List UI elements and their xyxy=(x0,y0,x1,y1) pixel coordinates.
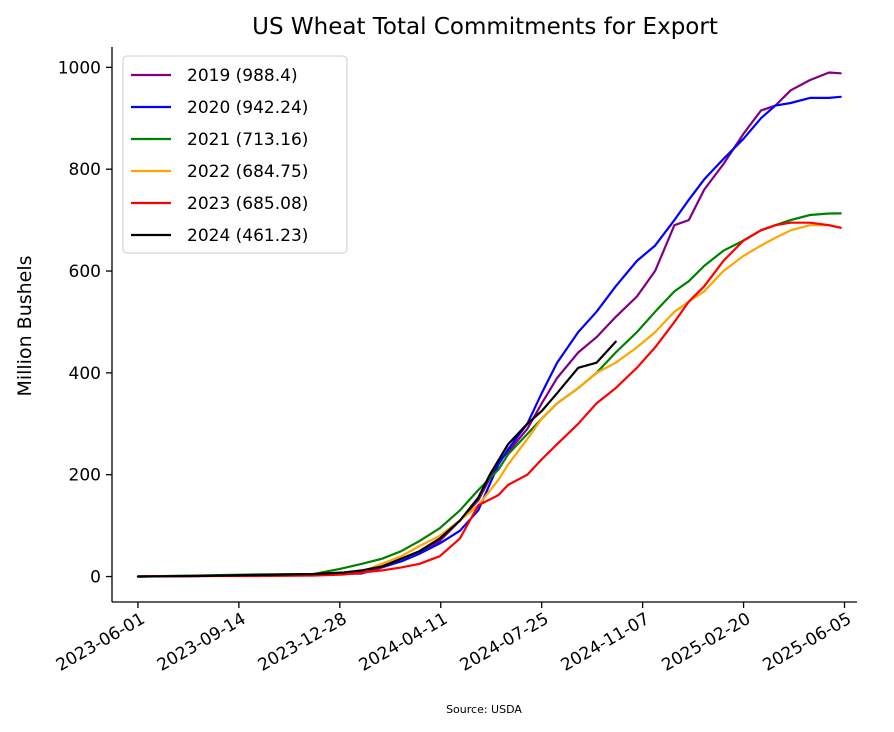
legend: 2019 (988.4) 2020 (942.24) 2021 (713.16) 20… xyxy=(122,55,348,254)
x-ticks: 2023-06-01 2023-09-14 2023-12-28 2024-04-11… xyxy=(53,602,855,676)
x-tick-label-7: 2025-06-05 xyxy=(759,609,855,676)
series-line-2 xyxy=(136,212,842,578)
series-line-3 xyxy=(136,224,842,578)
chart-title: US Wheat Total Commitments for Export xyxy=(252,14,718,40)
x-tick-label-4: 2024-07-25 xyxy=(457,609,553,676)
x-tick-label-0: 2023-06-01 xyxy=(53,609,149,676)
series-line-4 xyxy=(136,221,842,578)
y-tick-label-4: 800 xyxy=(69,160,101,180)
legend-box xyxy=(122,55,348,254)
series-line-5 xyxy=(136,340,617,578)
legend-label-5: 2024 (461.23) xyxy=(187,226,308,246)
y-tick-label-0: 0 xyxy=(90,568,101,588)
y-axis-label: Million Bushels xyxy=(14,255,36,396)
series-lines xyxy=(136,71,842,578)
x-tick-label-1: 2023-09-14 xyxy=(154,609,250,676)
x-tick-label-5: 2024-11-07 xyxy=(558,609,654,676)
x-tick-label-2: 2023-12-28 xyxy=(255,609,351,676)
y-tick-label-1: 200 xyxy=(69,466,101,486)
source-note: Source: USDA xyxy=(446,703,522,716)
x-tick-label-6: 2025-02-20 xyxy=(659,609,755,676)
legend-label-1: 2020 (942.24) xyxy=(187,98,308,118)
y-tick-label-2: 400 xyxy=(69,364,101,384)
y-ticks: 0 200 400 600 800 1000 xyxy=(58,58,112,588)
y-tick-label-3: 600 xyxy=(69,262,101,282)
legend-label-2: 2021 (713.16) xyxy=(187,130,308,150)
x-tick-label-3: 2024-04-11 xyxy=(356,609,452,676)
legend-label-0: 2019 (988.4) xyxy=(187,66,298,86)
legend-label-4: 2023 (685.08) xyxy=(187,194,308,214)
legend-label-3: 2022 (684.75) xyxy=(187,162,308,182)
y-tick-label-5: 1000 xyxy=(58,58,101,78)
